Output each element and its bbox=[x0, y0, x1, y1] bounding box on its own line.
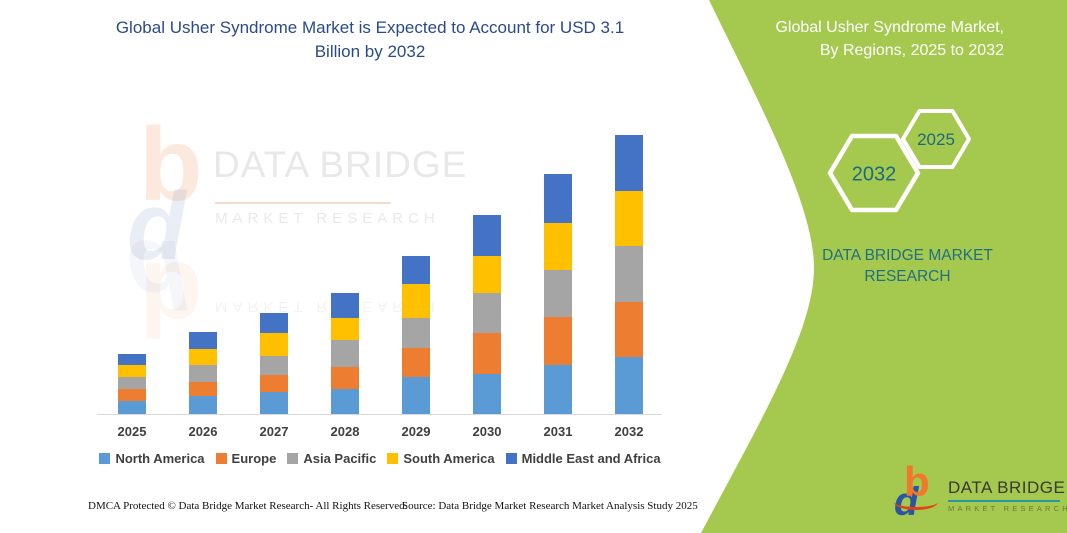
x-axis-label-2025: 2025 bbox=[117, 424, 147, 439]
bar-segment-2027 bbox=[260, 333, 288, 356]
x-axis-label-2027: 2027 bbox=[259, 424, 289, 439]
legend-item: South America bbox=[387, 451, 495, 466]
logo-subtext: MARKET RESEARCH bbox=[948, 504, 1067, 513]
bar-segment-2029 bbox=[402, 348, 430, 378]
bar-segment-2026 bbox=[189, 396, 217, 414]
x-axis-label-2032: 2032 bbox=[614, 424, 644, 439]
legend-label: Middle East and Africa bbox=[521, 451, 661, 466]
bar-segment-2032 bbox=[615, 190, 643, 246]
bar-2028 bbox=[331, 292, 359, 414]
bar-segment-2025 bbox=[118, 377, 146, 389]
green-panel-path bbox=[701, 0, 1067, 533]
logo-arc bbox=[894, 494, 938, 510]
logo-text: DATA BRIDGE MARKET RESEARCH bbox=[948, 478, 1067, 513]
bar-segment-2026 bbox=[189, 332, 217, 350]
legend-label: South America bbox=[403, 451, 495, 466]
bar-segment-2029 bbox=[402, 283, 430, 318]
bar-2032 bbox=[615, 135, 643, 414]
legend-label: Asia Pacific bbox=[303, 451, 377, 466]
legend-label: Europe bbox=[231, 451, 277, 466]
hexagon-2032-label: 2032 bbox=[851, 163, 897, 186]
bar-segment-2027 bbox=[260, 375, 288, 393]
bar-2026 bbox=[189, 332, 217, 414]
legend-item: Europe bbox=[215, 451, 277, 466]
bar-segment-2027 bbox=[260, 355, 288, 376]
bar-segment-2025 bbox=[118, 388, 146, 401]
bar-segment-2030 bbox=[473, 333, 501, 375]
x-axis-labels: 2025 2026 2027 2028 2029 2030 2031 2032 bbox=[97, 424, 662, 442]
panel-title-line1: Global Usher Syndrome Market, bbox=[775, 19, 1004, 36]
x-axis-label-2030: 2030 bbox=[472, 424, 502, 439]
bar-segment-2027 bbox=[260, 313, 288, 334]
chart-title: Global Usher Syndrome Market is Expected… bbox=[115, 18, 625, 62]
legend-item: Asia Pacific bbox=[287, 451, 376, 466]
bar-segment-2028 bbox=[331, 292, 359, 318]
bar-segment-2031 bbox=[544, 316, 572, 366]
bar-segment-2025 bbox=[118, 400, 146, 414]
bar-segment-2026 bbox=[189, 364, 217, 382]
x-axis-label-2028: 2028 bbox=[330, 424, 360, 439]
legend-item: Middle East and Africa bbox=[505, 451, 661, 466]
legend-swatch bbox=[387, 453, 399, 464]
legend-swatch bbox=[99, 453, 111, 464]
bar-segment-2026 bbox=[189, 349, 217, 365]
x-axis-label-2026: 2026 bbox=[188, 424, 218, 439]
bar-segment-2029 bbox=[402, 317, 430, 349]
logo-divider bbox=[948, 500, 1060, 502]
plot-area bbox=[97, 130, 662, 415]
bar-segment-2025 bbox=[118, 365, 146, 378]
bar-2030 bbox=[473, 215, 501, 414]
bar-segment-2031 bbox=[544, 270, 572, 317]
bar-2031 bbox=[544, 173, 572, 414]
bar-segment-2028 bbox=[331, 340, 359, 368]
panel-title-line2: By Regions, 2025 to 2032 bbox=[819, 41, 1004, 59]
bar-segment-2025 bbox=[118, 353, 146, 366]
logo-b-glyph: b bbox=[904, 458, 930, 505]
bar-segment-2029 bbox=[402, 255, 430, 284]
legend-swatch bbox=[287, 453, 299, 464]
brand-text: DATA BRIDGE MARKET RESEARCH bbox=[795, 246, 1020, 288]
panel-title: Global Usher Syndrome Market, By Regions… bbox=[738, 17, 1004, 62]
hexagon-2025 bbox=[901, 109, 971, 169]
bar-segment-2030 bbox=[473, 215, 501, 256]
bar-segment-2026 bbox=[189, 381, 217, 396]
bar-segment-2030 bbox=[473, 255, 501, 294]
x-axis-label-2029: 2029 bbox=[401, 424, 431, 439]
bar-segment-2031 bbox=[544, 223, 572, 271]
x-axis-label-2031: 2031 bbox=[543, 424, 573, 439]
hexagon-2032 bbox=[827, 133, 921, 213]
bar-segment-2031 bbox=[544, 173, 572, 224]
bar-segment-2028 bbox=[331, 317, 359, 341]
logo-icon: d b bbox=[894, 458, 948, 528]
brand-text-line2: RESEARCH bbox=[864, 267, 951, 285]
bar-segment-2028 bbox=[331, 367, 359, 389]
bar-segment-2031 bbox=[544, 365, 572, 414]
legend-swatch bbox=[215, 453, 227, 464]
bar-segment-2027 bbox=[260, 392, 288, 414]
bar-segment-2032 bbox=[615, 357, 643, 414]
legend: North America Europe Asia Pacific South Ame… bbox=[85, 451, 675, 466]
bar-segment-2032 bbox=[615, 135, 643, 191]
hexagons-graphic bbox=[827, 109, 971, 213]
bar-segment-2032 bbox=[615, 245, 643, 302]
bar-2027 bbox=[260, 313, 288, 414]
bar-2025 bbox=[118, 353, 146, 414]
dmca-notice: DMCA Protected © Data Bridge Market Rese… bbox=[88, 500, 408, 512]
bar-segment-2030 bbox=[473, 374, 501, 414]
company-logo: d b DATA BRIDGE MARKET RESEARCH bbox=[894, 458, 1067, 528]
legend-item: North America bbox=[99, 451, 205, 466]
bar-segment-2032 bbox=[615, 301, 643, 358]
bar-segment-2028 bbox=[331, 388, 359, 414]
logo-wordmark: DATA BRIDGE bbox=[948, 478, 1066, 497]
legend-swatch bbox=[505, 453, 517, 464]
hexagon-2025-label: 2025 bbox=[917, 130, 955, 149]
brand-text-line1: DATA BRIDGE MARKET bbox=[822, 247, 993, 264]
bar-segment-2030 bbox=[473, 293, 501, 334]
source-note: Source: Data Bridge Market Research Mark… bbox=[402, 500, 698, 512]
bar-segment-2029 bbox=[402, 377, 430, 414]
legend-label: North America bbox=[115, 451, 205, 466]
bar-2029 bbox=[402, 255, 430, 414]
